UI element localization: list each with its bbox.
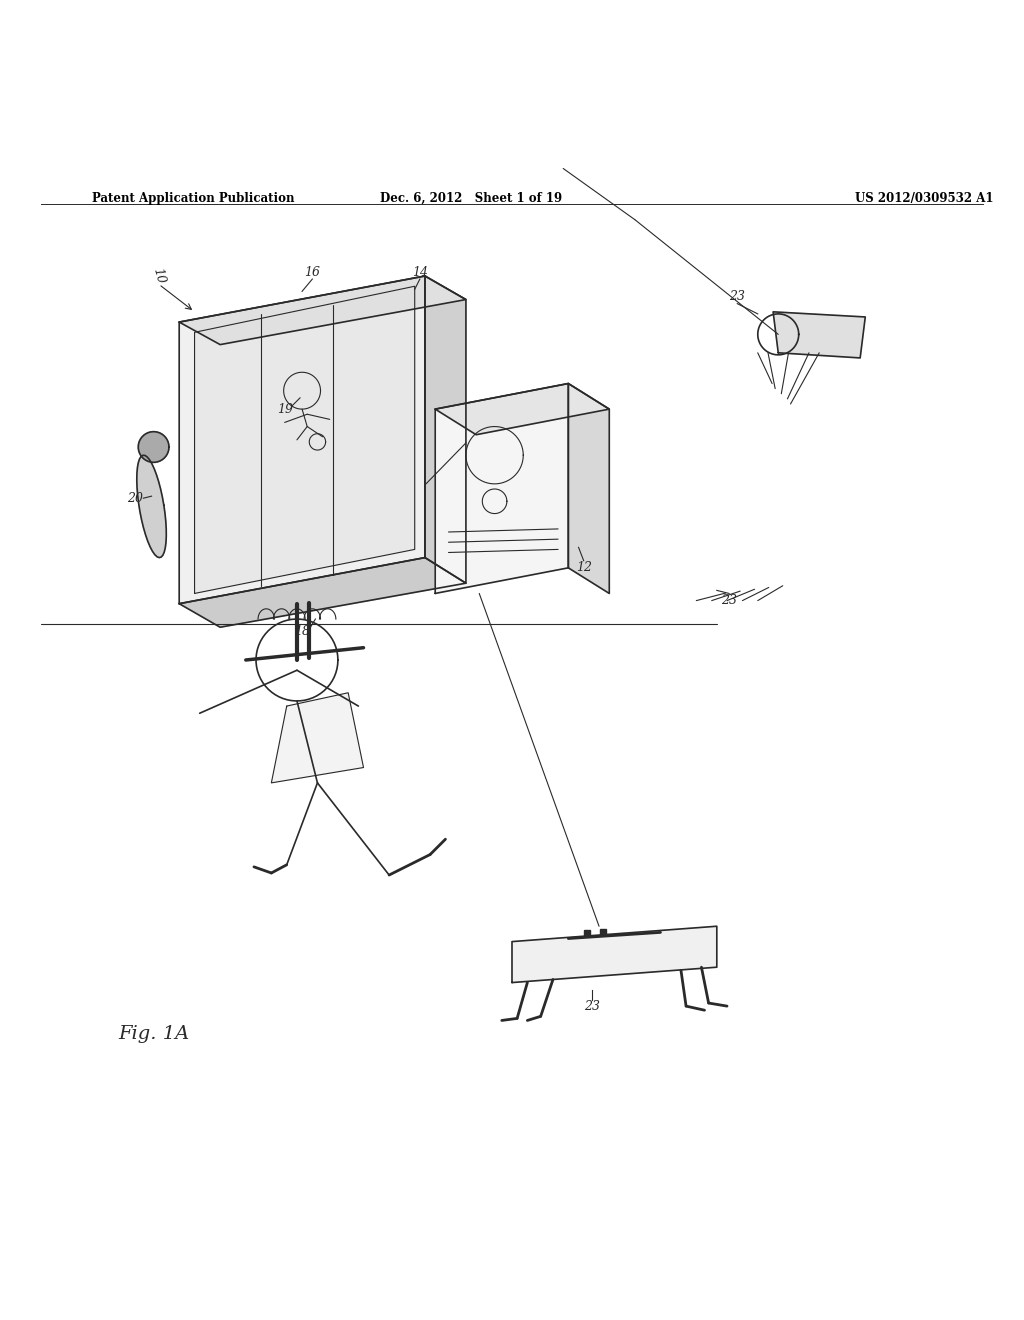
Polygon shape bbox=[435, 384, 609, 434]
Polygon shape bbox=[271, 693, 364, 783]
Polygon shape bbox=[568, 384, 609, 594]
Text: Dec. 6, 2012   Sheet 1 of 19: Dec. 6, 2012 Sheet 1 of 19 bbox=[380, 191, 562, 205]
Polygon shape bbox=[179, 276, 425, 603]
Text: 19: 19 bbox=[276, 403, 293, 416]
Text: 12: 12 bbox=[575, 561, 592, 574]
Polygon shape bbox=[512, 927, 717, 982]
Polygon shape bbox=[773, 312, 865, 358]
Text: 14: 14 bbox=[412, 267, 428, 280]
Text: 20: 20 bbox=[127, 492, 143, 504]
Text: Patent Application Publication: Patent Application Publication bbox=[92, 191, 295, 205]
Polygon shape bbox=[179, 276, 466, 345]
Text: US 2012/0309532 A1: US 2012/0309532 A1 bbox=[855, 191, 993, 205]
Text: 23: 23 bbox=[729, 290, 745, 304]
Text: 16: 16 bbox=[304, 267, 321, 280]
Text: 18: 18 bbox=[294, 624, 310, 638]
Polygon shape bbox=[425, 276, 466, 583]
Polygon shape bbox=[435, 384, 568, 594]
Polygon shape bbox=[138, 432, 169, 462]
Text: 10: 10 bbox=[151, 267, 167, 285]
Polygon shape bbox=[137, 455, 166, 557]
Text: 23: 23 bbox=[721, 594, 737, 607]
Polygon shape bbox=[179, 557, 466, 627]
Text: Fig. 1A: Fig. 1A bbox=[118, 1024, 189, 1043]
Polygon shape bbox=[195, 286, 415, 594]
Text: 23: 23 bbox=[584, 999, 600, 1012]
